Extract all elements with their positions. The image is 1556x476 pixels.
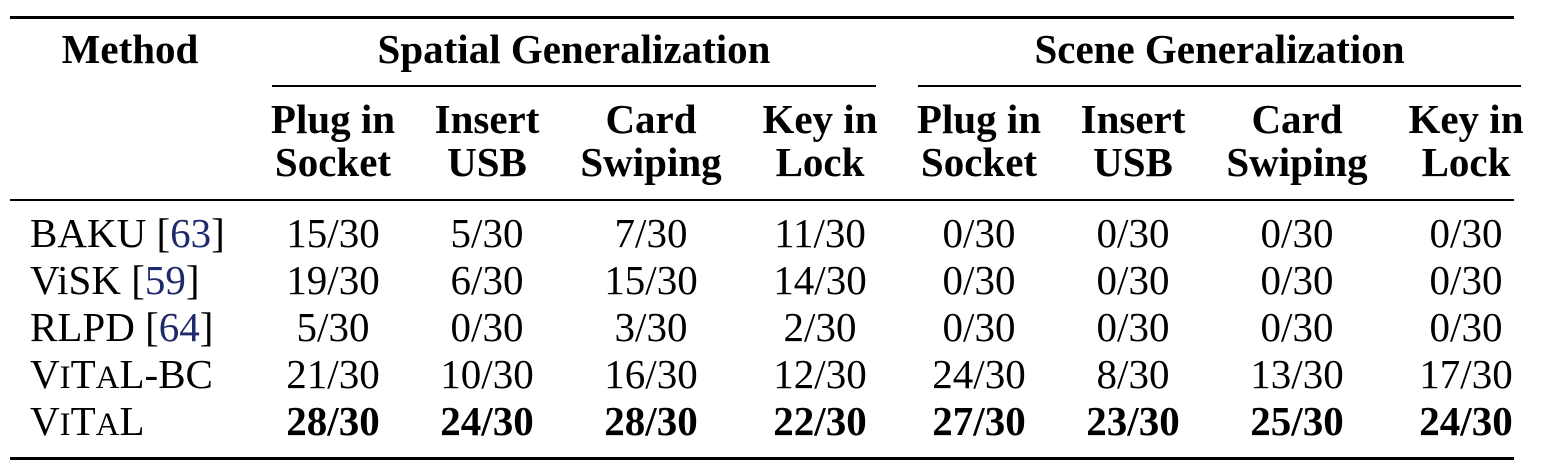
group-header-spatial: Spatial Generalization [377,26,771,72]
subheader-line: Lock [775,139,865,185]
table-cell: 17/30 [1419,351,1513,397]
table-cell: 0/30 [1260,304,1334,350]
method-label: VITAL [30,398,145,444]
table-cell: 5/30 [450,210,524,256]
table-cell: 28/30 [286,398,380,444]
table-cell: 12/30 [773,351,867,397]
subheader-5: Insert USB [1053,98,1213,184]
subheader-line: USB [447,139,527,185]
table-cell: 0/30 [1429,304,1503,350]
table-cell: 13/30 [1250,351,1344,397]
subheader-0: Plug in Socket [253,98,413,184]
method-label: BAKU [30,210,147,256]
bottom-rule [10,457,1514,460]
table-cell: 24/30 [440,398,534,444]
method-label: VITAL-BC [30,351,213,397]
subheader-2: Card Swiping [571,98,731,184]
subheader-line: Socket [274,139,392,185]
subheader-line: Socket [920,139,1038,185]
table-cell: 6/30 [450,257,524,303]
method-name: VITAL-BC [30,351,213,401]
table-cell: 23/30 [1086,398,1180,444]
table-cell: 14/30 [773,257,867,303]
header-bottom-rule [10,199,1514,201]
table-cell: 21/30 [286,351,380,397]
table-cell: 2/30 [783,304,857,350]
subheader-line: Key in [1408,96,1524,142]
table-cell: 0/30 [942,304,1016,350]
subheader-line: Swiping [1226,139,1368,185]
table-cell: 0/30 [1260,210,1334,256]
table-cell: 3/30 [614,304,688,350]
table-cell: 22/30 [773,398,867,444]
subheader-line: Insert [434,96,540,142]
group-rule-spatial [272,85,876,87]
subheader-line: Card [605,96,697,142]
subheader-7: Key in Lock [1386,98,1546,184]
subheader-line: USB [1093,139,1173,185]
table-cell: 0/30 [1096,210,1170,256]
subheader-line: Lock [1421,139,1511,185]
table-cell: 5/30 [296,304,370,350]
table-cell: 24/30 [1419,398,1513,444]
table-cell: 0/30 [1429,210,1503,256]
subheader-4: Plug in Socket [899,98,1059,184]
subheader-1: Insert USB [407,98,567,184]
method-name: RLPD [64] [30,304,214,350]
table-cell: 25/30 [1250,398,1344,444]
subheader-line: Card [1251,96,1343,142]
table-cell: 8/30 [1096,351,1170,397]
group-header-scene: Scene Generalization [1034,26,1405,72]
group-rule-scene [918,85,1521,87]
table-cell: 19/30 [286,257,380,303]
table-cell: 0/30 [1096,304,1170,350]
method-label: RLPD [30,304,135,350]
table-cell: 0/30 [942,210,1016,256]
table-cell: 15/30 [604,257,698,303]
subheader-6: Card Swiping [1217,98,1377,184]
table-cell: 0/30 [1096,257,1170,303]
method-name: BAKU [63] [30,210,225,256]
table-cell: 11/30 [774,210,866,256]
table-cell: 0/30 [450,304,524,350]
subheader-line: Plug in [270,96,396,142]
method-column-header: Method [61,26,199,72]
citation-link[interactable]: 64 [158,304,200,350]
table-cell: 7/30 [614,210,688,256]
top-rule [10,16,1514,19]
table-cell: 15/30 [286,210,380,256]
method-label: ViSK [30,257,121,303]
subheader-line: Insert [1080,96,1186,142]
subheader-line: Swiping [580,139,722,185]
table-cell: 0/30 [1260,257,1334,303]
citation-link[interactable]: 59 [144,257,186,303]
table-cell: 24/30 [932,351,1026,397]
table-cell: 27/30 [932,398,1026,444]
subheader-line: Key in [762,96,878,142]
subheader-line: Plug in [916,96,1042,142]
citation-link[interactable]: 63 [170,210,212,256]
table-cell: 28/30 [604,398,698,444]
table-cell: 10/30 [440,351,534,397]
subheader-3: Key in Lock [740,98,900,184]
table-cell: 0/30 [1429,257,1503,303]
method-name: ViSK [59] [30,257,200,303]
table-cell: 16/30 [604,351,698,397]
table-cell: 0/30 [942,257,1016,303]
method-name: VITAL [30,398,145,448]
